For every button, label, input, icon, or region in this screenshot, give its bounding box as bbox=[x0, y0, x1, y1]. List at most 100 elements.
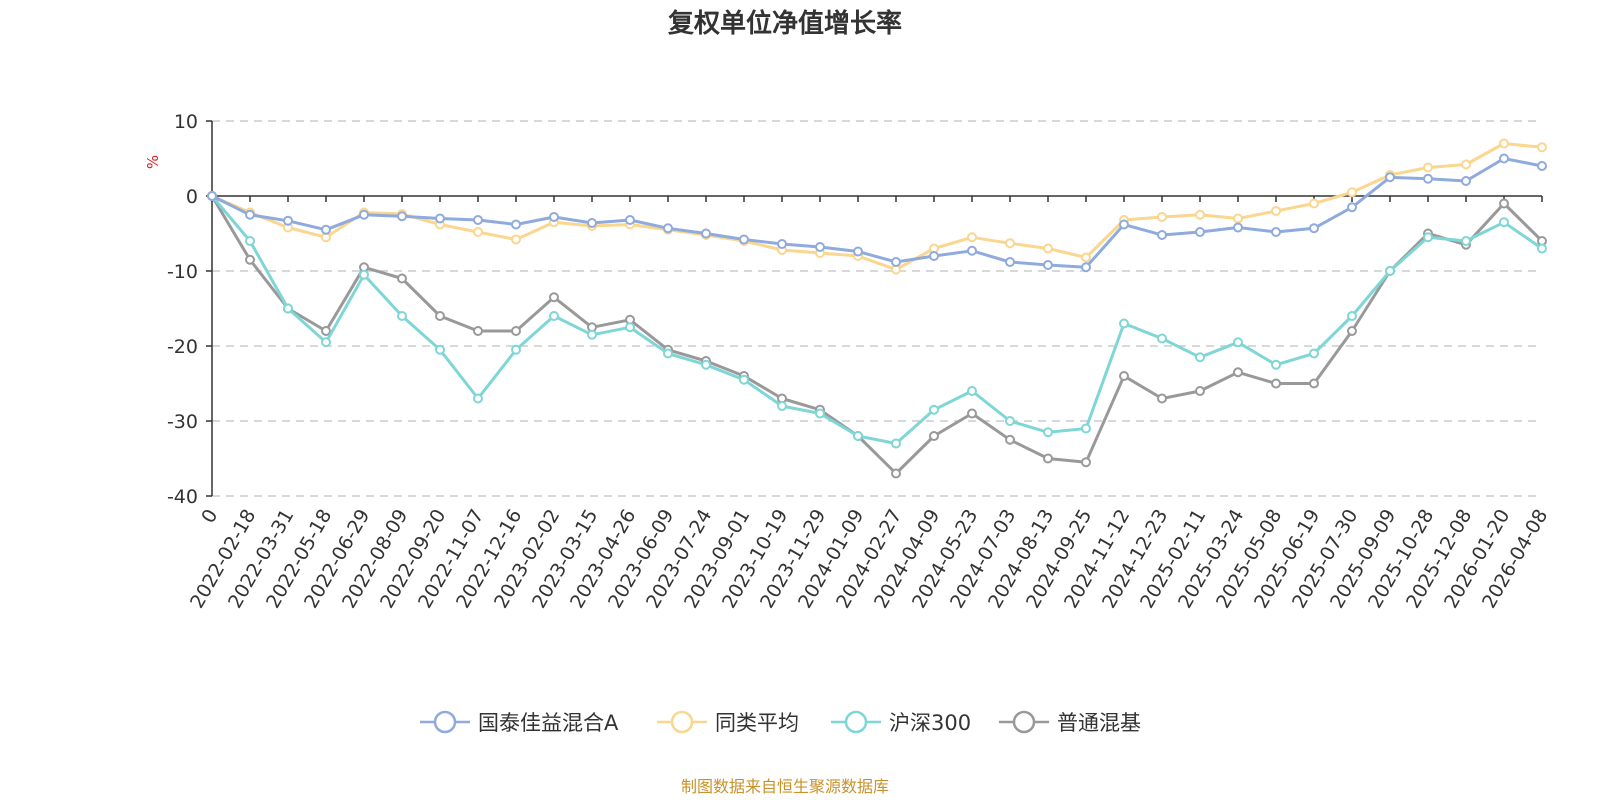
data-point bbox=[1271, 378, 1281, 389]
legend[interactable]: 国泰佳益混合A 同类平均 沪深300 普通混基 bbox=[420, 710, 1141, 735]
data-point bbox=[245, 236, 255, 246]
data-point bbox=[1233, 337, 1243, 348]
series-line-3 bbox=[210, 195, 1544, 475]
data-point bbox=[1347, 202, 1357, 213]
data-point bbox=[1499, 153, 1509, 164]
data-point bbox=[1347, 311, 1357, 321]
data-point bbox=[1195, 227, 1205, 237]
data-point bbox=[1195, 209, 1205, 220]
data-point bbox=[1043, 243, 1053, 254]
data-point bbox=[663, 348, 673, 359]
data-point bbox=[1157, 230, 1167, 240]
data-point bbox=[1461, 159, 1471, 170]
data-point bbox=[321, 337, 331, 348]
data-point bbox=[625, 215, 635, 225]
data-point bbox=[891, 468, 901, 479]
legend-item-3[interactable]: 普通混基 bbox=[999, 710, 1141, 735]
x-tick-label: 0 bbox=[197, 506, 222, 527]
y-tick-label: -20 bbox=[167, 336, 198, 358]
data-point bbox=[1233, 367, 1243, 378]
data-point bbox=[397, 273, 407, 284]
data-point bbox=[1119, 371, 1129, 381]
data-point bbox=[701, 228, 711, 239]
data-point bbox=[511, 326, 521, 336]
data-point bbox=[473, 393, 483, 404]
data-point bbox=[853, 246, 863, 257]
y-tick-label: 10 bbox=[174, 111, 198, 133]
data-point bbox=[397, 311, 407, 321]
data-point bbox=[1005, 238, 1015, 249]
data-point bbox=[891, 438, 901, 449]
series-line-1 bbox=[211, 142, 1543, 271]
data-point bbox=[1499, 138, 1509, 149]
data-point bbox=[1537, 243, 1547, 254]
data-point bbox=[1309, 198, 1319, 209]
data-point bbox=[739, 234, 749, 245]
data-point bbox=[1005, 257, 1015, 267]
data-point bbox=[283, 303, 293, 314]
data-point bbox=[1347, 326, 1357, 336]
y-tick-label: -10 bbox=[167, 261, 198, 283]
data-point bbox=[1385, 266, 1395, 276]
data-point bbox=[1423, 232, 1433, 243]
chart-title: 复权单位净值增长率 bbox=[668, 8, 902, 39]
data-point bbox=[245, 209, 255, 220]
data-point bbox=[1081, 457, 1091, 468]
data-point bbox=[587, 218, 597, 228]
data-point bbox=[435, 213, 445, 224]
series-line-0 bbox=[211, 157, 1543, 269]
data-point bbox=[473, 215, 483, 225]
data-point bbox=[1423, 173, 1433, 184]
data-point bbox=[1499, 198, 1509, 209]
data-point bbox=[815, 242, 825, 252]
data-point bbox=[283, 215, 293, 226]
legend-item-2[interactable]: 沪深300 bbox=[831, 710, 971, 735]
data-point bbox=[929, 251, 939, 261]
legend-label: 普通混基 bbox=[1057, 711, 1141, 735]
data-point bbox=[1271, 206, 1281, 216]
axes: 100-10-20-30-4002022-02-182022-03-312022… bbox=[167, 111, 1552, 612]
data-point bbox=[1195, 352, 1205, 363]
data-point bbox=[967, 245, 977, 256]
data-point bbox=[1081, 252, 1091, 263]
legend-label: 同类平均 bbox=[715, 711, 799, 735]
data-point bbox=[473, 227, 483, 237]
data-point bbox=[397, 211, 407, 222]
y-tick-label: -40 bbox=[167, 486, 198, 508]
data-point bbox=[929, 404, 939, 415]
legend-item-0[interactable]: 国泰佳益混合A bbox=[420, 710, 619, 735]
legend-marker-icon bbox=[844, 710, 868, 734]
data-point bbox=[587, 329, 597, 340]
data-point bbox=[815, 408, 825, 419]
data-point bbox=[473, 326, 483, 336]
data-point bbox=[1499, 217, 1509, 228]
y-tick-label: -30 bbox=[167, 411, 198, 433]
data-point bbox=[511, 234, 521, 245]
data-point bbox=[321, 326, 331, 336]
data-point bbox=[701, 359, 711, 370]
data-point bbox=[511, 344, 521, 355]
data-point bbox=[1233, 222, 1243, 233]
data-point bbox=[777, 401, 787, 411]
data-point bbox=[359, 269, 369, 280]
legend-marker-icon bbox=[433, 710, 457, 734]
data-point bbox=[549, 311, 559, 321]
data-point bbox=[929, 431, 939, 441]
data-point bbox=[1195, 386, 1205, 396]
data-source-note: 制图数据来自恒生聚源数据库 bbox=[681, 777, 889, 796]
legend-label: 沪深300 bbox=[889, 711, 971, 735]
data-point bbox=[1347, 187, 1357, 198]
data-point bbox=[1043, 427, 1053, 438]
legend-marker-icon bbox=[1012, 710, 1036, 734]
data-point bbox=[1043, 260, 1053, 270]
legend-item-1[interactable]: 同类平均 bbox=[657, 710, 799, 735]
data-point bbox=[1005, 434, 1015, 445]
data-point bbox=[1271, 359, 1281, 370]
data-point bbox=[1081, 423, 1091, 434]
data-point bbox=[245, 254, 255, 265]
series-lines bbox=[207, 138, 1547, 479]
data-point bbox=[1157, 212, 1167, 222]
data-point bbox=[663, 223, 673, 234]
data-point bbox=[359, 209, 369, 220]
